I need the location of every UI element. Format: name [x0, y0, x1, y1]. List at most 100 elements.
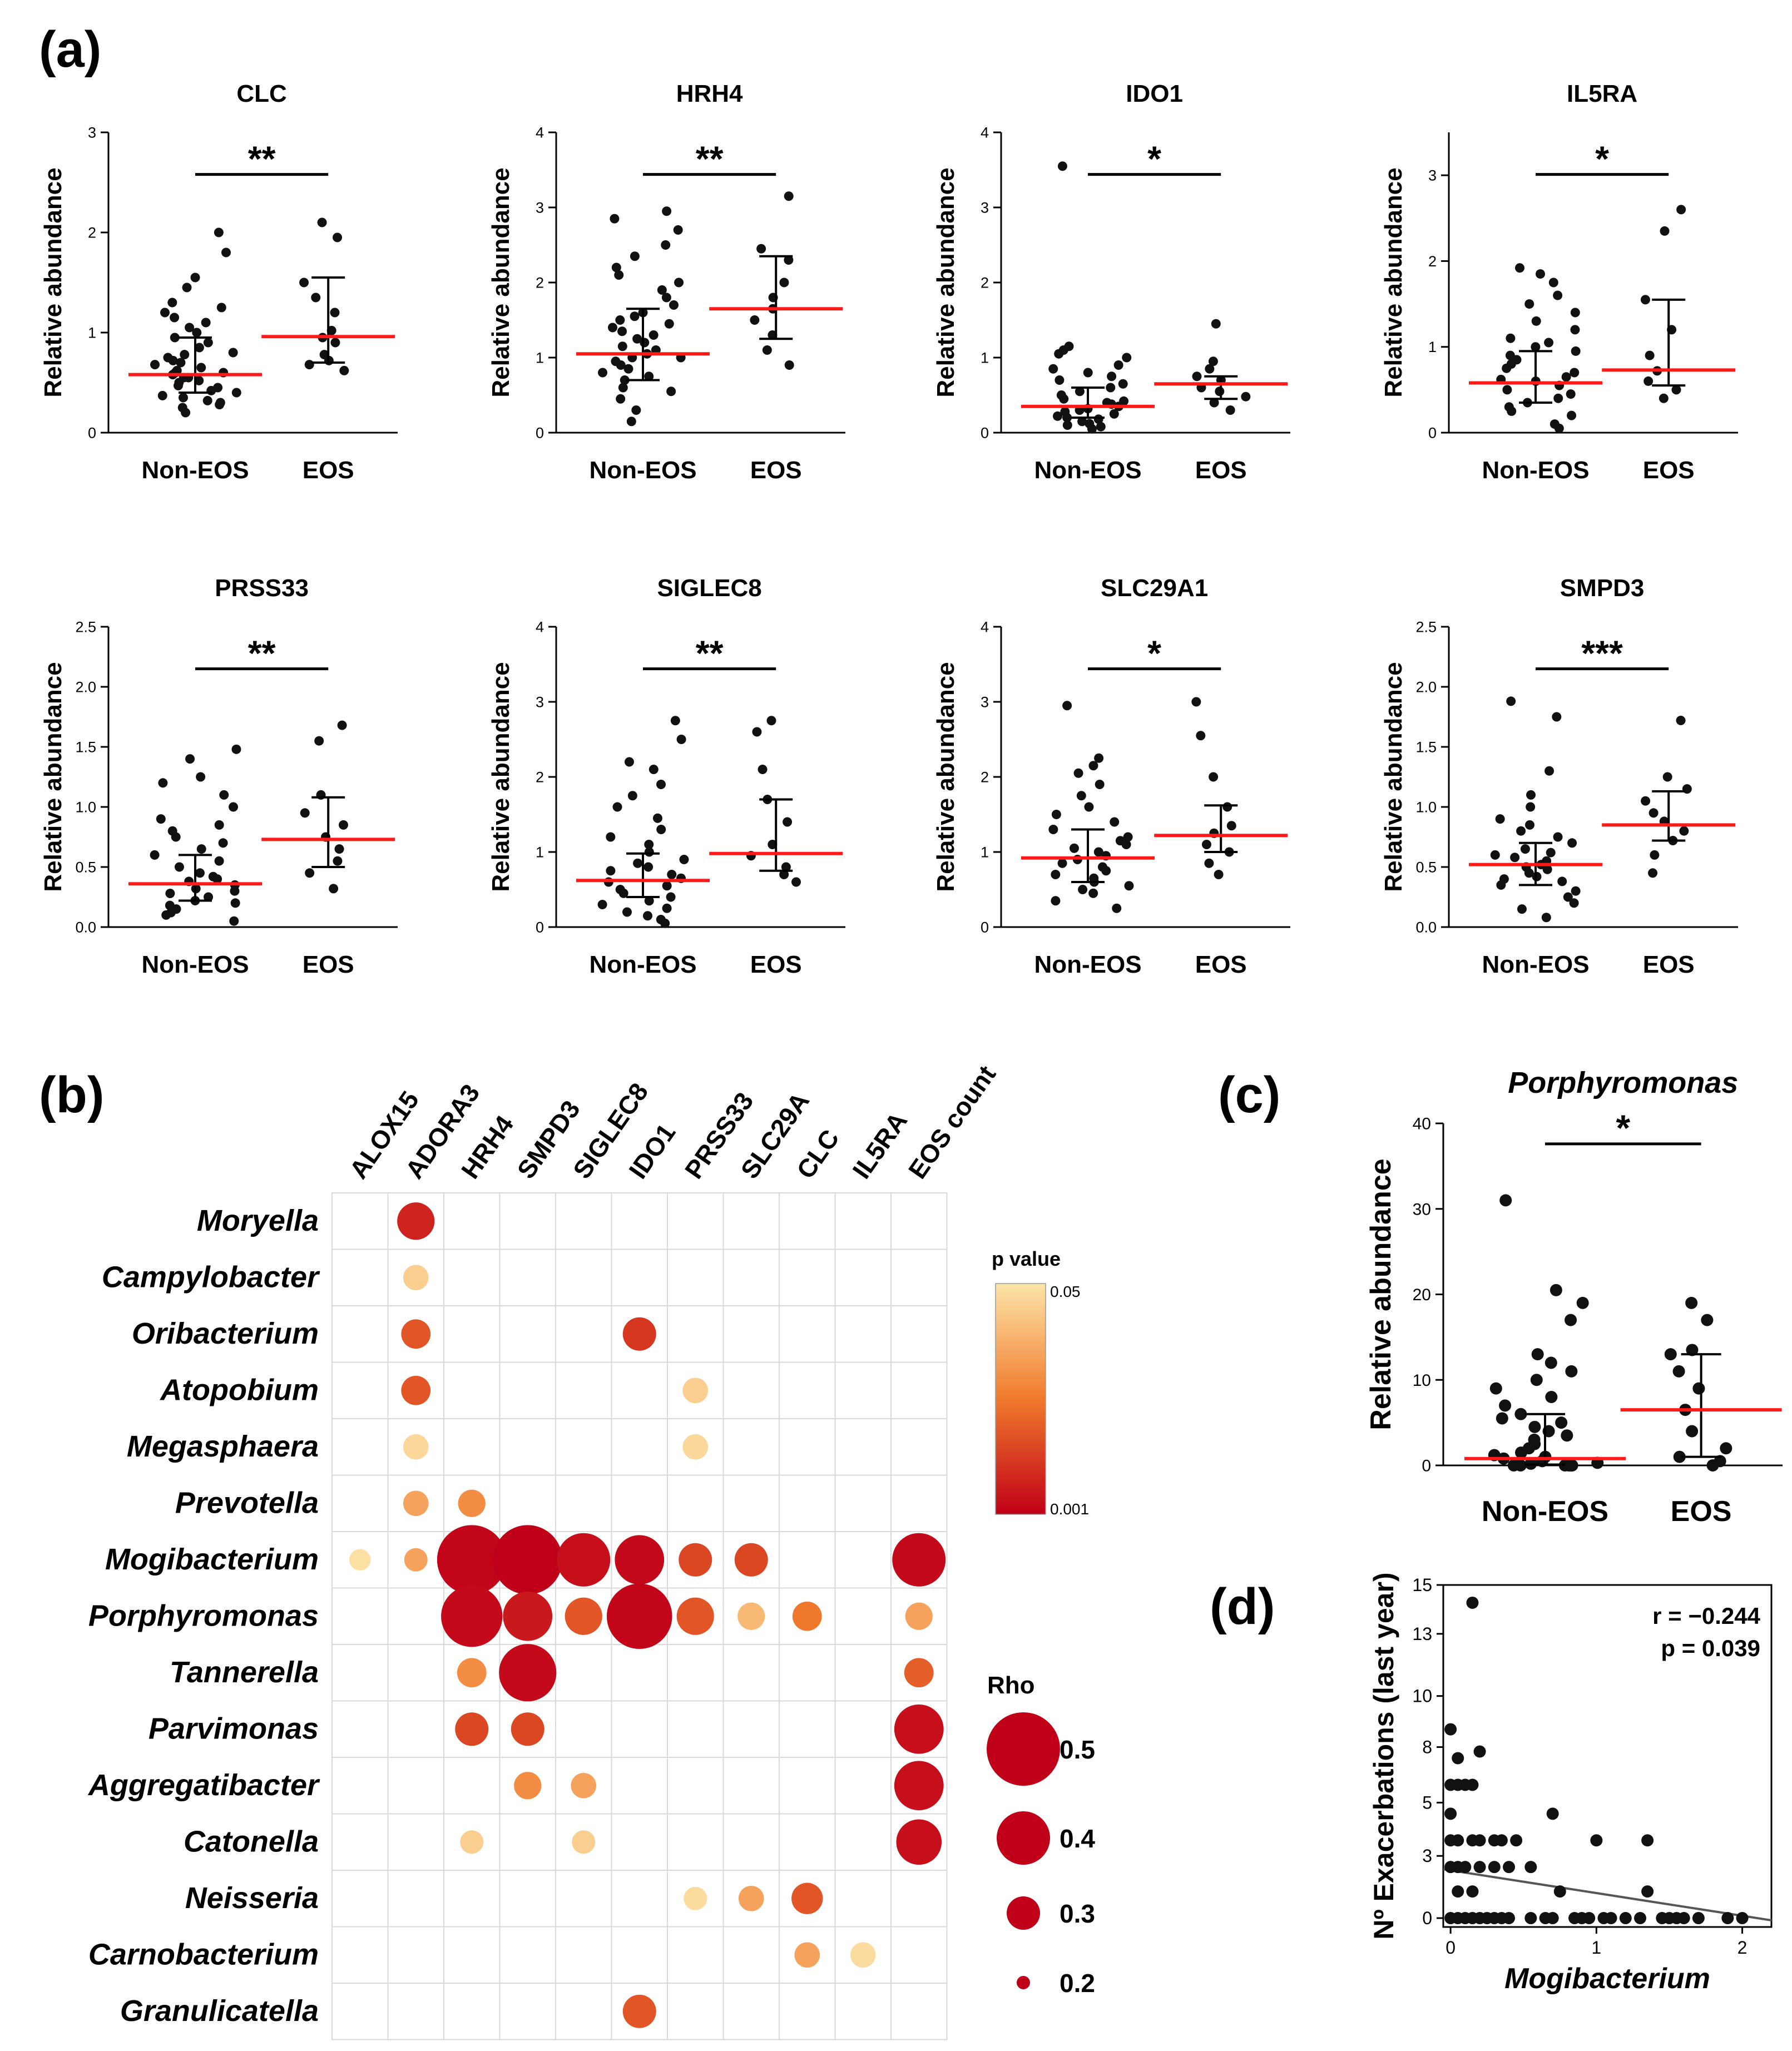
data-point [1093, 414, 1103, 424]
data-point [1686, 1425, 1699, 1438]
data-point [1686, 1344, 1699, 1356]
x-category-label: EOS [303, 457, 354, 484]
row-label: Megasphaera [127, 1430, 319, 1463]
data-point [758, 765, 768, 774]
data-point [1499, 1399, 1512, 1412]
data-point [676, 735, 686, 744]
data-point [1211, 319, 1221, 329]
data-point [305, 868, 315, 878]
data-point [204, 892, 214, 902]
data-point [1466, 1778, 1479, 1791]
data-point [1495, 1834, 1508, 1847]
y-tick-label: 1 [981, 349, 989, 366]
data-point [1565, 1314, 1577, 1326]
data-point [617, 341, 627, 351]
correlation-bubble [557, 1533, 611, 1587]
data-point [1634, 1912, 1646, 1925]
size-legend-title: Rho [987, 1672, 1035, 1699]
y-tick-label: 3 [981, 199, 989, 216]
x-category-label: EOS [1643, 951, 1695, 978]
data-point [300, 808, 310, 818]
data-point [167, 826, 177, 836]
data-point [201, 318, 211, 328]
y-tick-label: 1.0 [75, 799, 96, 815]
color-legend-bar [995, 1283, 1046, 1515]
correlation-bubble [737, 1602, 765, 1630]
y-axis-label: Nº Exacerbations (last year) [1368, 1572, 1399, 1939]
correlation-bubble [892, 1533, 946, 1587]
data-point [1662, 772, 1672, 782]
significance-stars: *** [1581, 633, 1623, 673]
data-point [624, 757, 634, 767]
size-legend-label: 0.2 [1060, 1969, 1095, 1998]
data-point [633, 858, 643, 868]
data-point [1222, 802, 1232, 812]
data-point [1528, 1433, 1541, 1446]
data-point [1473, 1861, 1486, 1874]
chart-title: Porphyromonas [1508, 1066, 1738, 1099]
data-point [1112, 903, 1122, 913]
data-point [1649, 808, 1659, 818]
data-point [202, 395, 212, 405]
data-point [1113, 360, 1123, 370]
correlation-bubble [441, 1586, 503, 1647]
correlation-bubble [572, 1830, 596, 1854]
data-point [1215, 387, 1225, 397]
data-point [157, 390, 167, 400]
dot-plot-smpd3: SMPD3 0.0 0.5 1.0 1.5 2.0 2.5 Relative abundanc… [1380, 574, 1738, 978]
data-point [783, 817, 793, 827]
y-tick-label: 1.5 [1415, 739, 1437, 755]
data-point [1561, 372, 1571, 382]
data-point [1570, 325, 1580, 335]
data-point [1075, 387, 1085, 397]
data-point [150, 850, 160, 860]
data-point [180, 350, 190, 360]
data-point [1605, 1912, 1617, 1925]
y-tick-label: 3 [88, 124, 96, 141]
x-category-label: EOS [1671, 1495, 1732, 1528]
data-point [229, 916, 239, 926]
data-point [1489, 1382, 1502, 1395]
row-label: Campylobacter [102, 1260, 320, 1294]
data-point [1641, 1885, 1654, 1898]
x-category-label: Non-EOS [1482, 1495, 1608, 1528]
data-point [1191, 697, 1201, 707]
size-legend-bubble [1017, 1976, 1030, 1989]
data-point [165, 889, 175, 899]
data-point [630, 251, 640, 261]
trend-line [1443, 1868, 1772, 1921]
correlation-bubble [458, 1489, 486, 1517]
panel-label-a: (a) [39, 21, 101, 78]
data-point [1714, 1455, 1726, 1468]
data-point [1106, 383, 1116, 393]
significance-stars: * [1595, 139, 1609, 179]
chart-title: CLC [236, 80, 286, 107]
data-point [649, 330, 659, 340]
significance-stars: * [1616, 1107, 1630, 1148]
data-point [165, 900, 175, 910]
y-tick-label: 2 [536, 274, 544, 291]
chart-title: SLC29A1 [1101, 574, 1208, 602]
data-point [221, 247, 231, 257]
y-axis-label: Relative abundance [39, 167, 67, 397]
data-point [1084, 802, 1094, 812]
correlation-bubble [401, 1375, 431, 1405]
y-tick-label: 15 [1412, 1575, 1432, 1595]
data-point [617, 326, 627, 336]
data-point [178, 393, 188, 403]
data-point [1094, 753, 1104, 763]
row-label: Moryella [197, 1204, 319, 1237]
correlation-bubble [457, 1658, 487, 1688]
significance-stars: ** [248, 139, 276, 179]
data-point [1583, 1912, 1596, 1925]
y-tick-label: 2 [536, 769, 544, 785]
data-point [1640, 295, 1650, 305]
column-label: IDO1 [623, 1118, 681, 1184]
data-point [1548, 278, 1558, 288]
data-point [656, 915, 666, 924]
data-point [1444, 1723, 1457, 1736]
data-point [182, 283, 192, 293]
data-point [1205, 364, 1215, 374]
correlation-bubble [397, 1202, 435, 1240]
data-point [229, 802, 239, 812]
